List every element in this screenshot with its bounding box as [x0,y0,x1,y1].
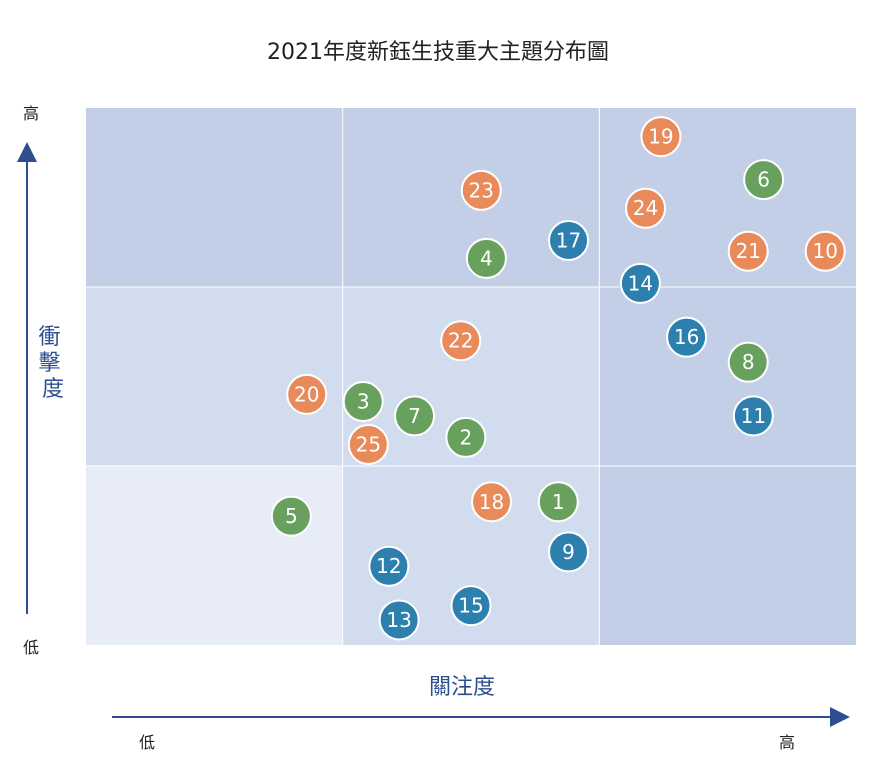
bubble-21: 21 [727,230,769,272]
bubble-label-23: 23 [469,178,494,202]
y-tick-low: 低 [23,638,39,657]
bubble-13: 13 [378,599,420,641]
bubble-circle-17 [548,219,590,261]
bubble-label-2: 2 [459,425,472,449]
x-tick-low: 低 [139,733,155,752]
bubble-15: 15 [450,585,492,627]
bubble-label-14: 14 [628,271,653,295]
bubble-label-16: 16 [674,325,699,349]
bubble-label-9: 9 [562,540,575,564]
bubble-label-17: 17 [556,228,581,252]
x-tick-high: 高 [779,733,795,752]
bubble-23: 23 [460,169,502,211]
bubble-circle-12 [368,545,410,587]
bubble-circle-10 [804,230,846,272]
bubble-circle-18 [471,481,513,523]
bubble-label-15: 15 [458,594,483,618]
quadrant-cell-2-0 [86,466,343,645]
bubble-circle-4 [465,237,507,279]
bubble-9: 9 [548,531,590,573]
bubble-19: 19 [640,116,682,158]
bubble-circle-8 [727,341,769,383]
bubble-22: 22 [440,320,482,362]
bubble-label-11: 11 [741,404,766,428]
bubble-label-12: 12 [376,554,401,578]
bubble-label-22: 22 [448,329,473,353]
y-tick-high: 高 [23,104,39,123]
quadrant-cell-1-2 [599,287,856,466]
bubble-label-25: 25 [356,433,381,457]
bubble-label-18: 18 [479,490,504,514]
bubble-circle-21 [727,230,769,272]
x-axis-label: 關注度 [429,675,495,700]
bubble-circle-20 [286,373,328,415]
bubble-circle-6 [743,159,785,201]
bubble-circle-9 [548,531,590,573]
bubble-circle-7 [394,395,436,437]
plot-area: 1234567891011121314151617181920212223242… [86,108,856,645]
bubble-circle-11 [732,395,774,437]
bubble-label-6: 6 [757,168,770,192]
bubble-circle-15 [450,585,492,627]
bubble-circle-16 [666,316,708,358]
bubble-label-13: 13 [386,608,411,632]
bubble-circle-5 [270,495,312,537]
bubble-4: 4 [465,237,507,279]
bubble-1: 1 [537,481,579,523]
bubble-circle-19 [640,116,682,158]
bubble-label-19: 19 [648,125,673,149]
bubble-label-21: 21 [735,239,760,263]
bubble-circle-3 [342,381,384,423]
bubble-25: 25 [347,424,389,466]
bubble-17: 17 [548,219,590,261]
bubble-7: 7 [394,395,436,437]
bubble-circle-23 [460,169,502,211]
bubble-circle-2 [445,416,487,458]
chart-title: 2021年度新鈺生技重大主題分布圖 [267,40,609,65]
bubble-2: 2 [445,416,487,458]
bubble-11: 11 [732,395,774,437]
bubble-circle-25 [347,424,389,466]
bubble-label-7: 7 [408,404,421,428]
bubble-circle-22 [440,320,482,362]
bubble-label-5: 5 [285,504,298,528]
bubble-18: 18 [471,481,513,523]
bubble-circle-14 [619,262,661,304]
bubble-24: 24 [625,187,667,229]
bubble-label-24: 24 [633,196,658,220]
bubble-14: 14 [619,262,661,304]
bubble-20: 20 [286,373,328,415]
bubble-label-1: 1 [552,490,565,514]
bubble-8: 8 [727,341,769,383]
bubble-label-4: 4 [480,246,493,270]
bubble-circle-24 [625,187,667,229]
bubble-3: 3 [342,381,384,423]
bubble-circle-1 [537,481,579,523]
quadrant-cell-0-0 [86,108,343,287]
bubble-5: 5 [270,495,312,537]
bubble-10: 10 [804,230,846,272]
bubble-label-3: 3 [357,390,370,414]
bubble-label-10: 10 [812,239,837,263]
bubble-circle-13 [378,599,420,641]
bubble-12: 12 [368,545,410,587]
bubble-label-20: 20 [294,382,319,406]
bubble-16: 16 [666,316,708,358]
bubble-6: 6 [743,159,785,201]
bubble-label-8: 8 [742,350,755,374]
quadrant-cell-2-2 [599,466,856,645]
y-axis-label: 衝 擊 度 [38,325,67,402]
